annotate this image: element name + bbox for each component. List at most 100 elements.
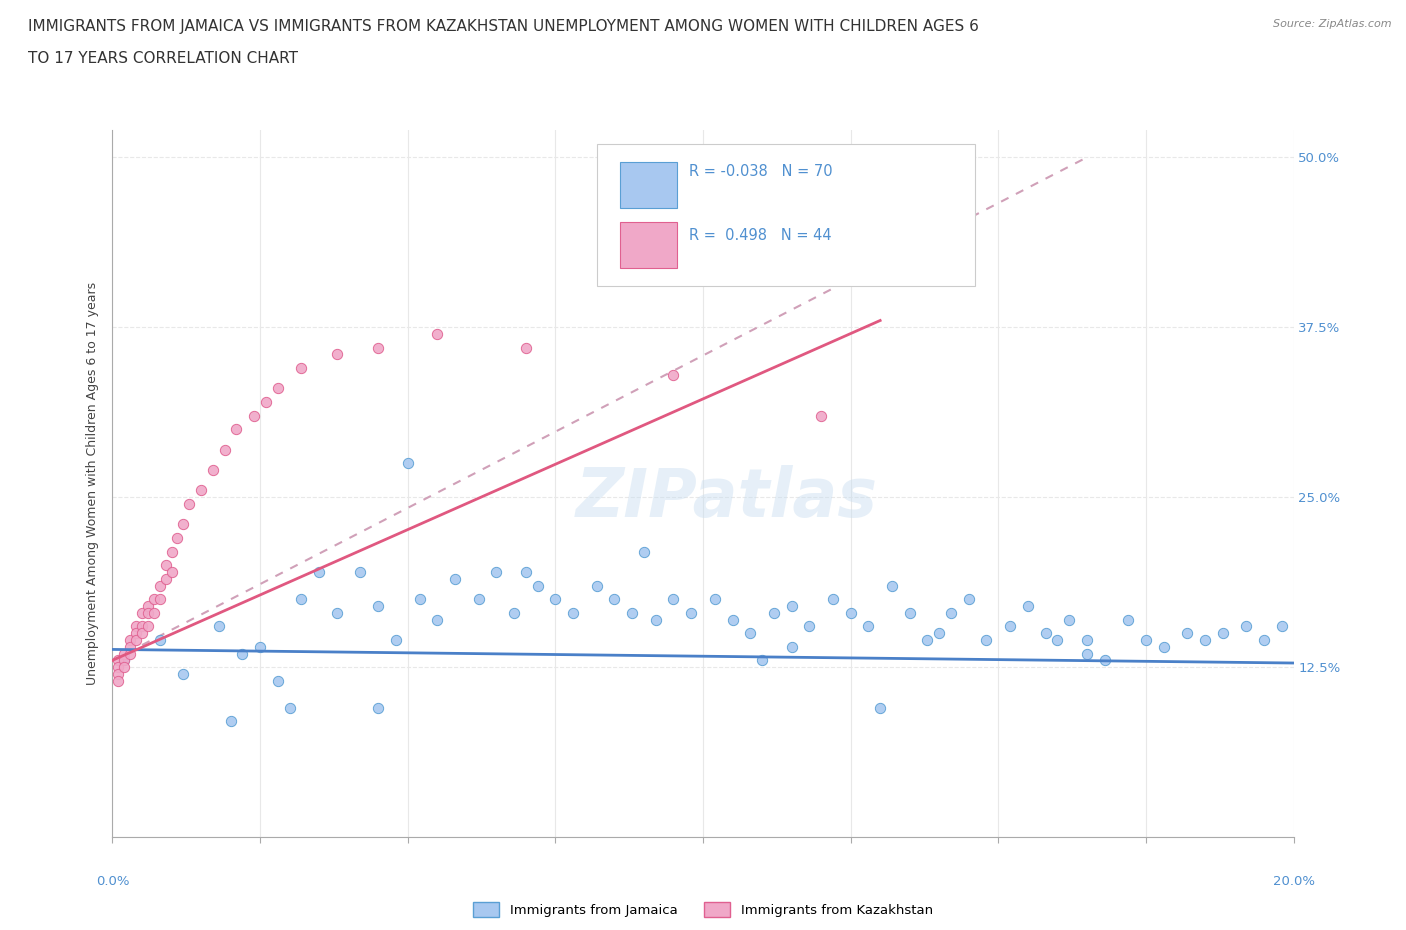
Point	[444, 571, 467, 586]
Point	[225, 422, 247, 437]
Point	[1076, 646, 1098, 661]
Point	[367, 340, 389, 355]
Point	[120, 646, 142, 661]
Point	[367, 700, 389, 715]
FancyBboxPatch shape	[620, 222, 678, 268]
Point	[633, 544, 655, 559]
Point	[939, 605, 962, 620]
Point	[799, 618, 821, 633]
FancyBboxPatch shape	[620, 162, 678, 208]
Point	[1046, 632, 1069, 647]
Point	[231, 646, 253, 661]
Point	[898, 605, 921, 620]
Point	[1035, 626, 1057, 641]
Point	[201, 462, 224, 477]
Point	[467, 591, 489, 606]
Point	[1017, 599, 1039, 614]
Point	[107, 673, 129, 688]
Point	[249, 639, 271, 654]
Point	[1076, 632, 1098, 647]
Point	[426, 612, 449, 627]
Point	[396, 456, 419, 471]
Point	[131, 605, 153, 620]
Point	[112, 646, 135, 661]
Point	[131, 626, 153, 641]
Point	[160, 565, 183, 579]
Y-axis label: Unemployment Among Women with Children Ages 6 to 17 years: Unemployment Among Women with Children A…	[86, 282, 100, 685]
Point	[219, 714, 242, 729]
Point	[267, 381, 290, 396]
Point	[503, 605, 526, 620]
Text: TO 17 YEARS CORRELATION CHART: TO 17 YEARS CORRELATION CHART	[28, 51, 298, 66]
Point	[1212, 626, 1234, 641]
Point	[125, 632, 148, 647]
Point	[125, 618, 148, 633]
Point	[112, 653, 135, 668]
Legend: Immigrants from Jamaica, Immigrants from Kazakhstan: Immigrants from Jamaica, Immigrants from…	[468, 897, 938, 923]
Point	[928, 626, 950, 641]
Point	[136, 599, 159, 614]
Point	[131, 618, 153, 633]
Point	[190, 483, 212, 498]
Point	[762, 605, 785, 620]
Point	[290, 361, 312, 376]
FancyBboxPatch shape	[596, 144, 974, 286]
Point	[751, 653, 773, 668]
Point	[662, 591, 685, 606]
Point	[681, 605, 703, 620]
Point	[179, 497, 201, 512]
Point	[740, 626, 762, 641]
Point	[120, 632, 142, 647]
Point	[1094, 653, 1116, 668]
Point	[1135, 632, 1157, 647]
Point	[1253, 632, 1275, 647]
Point	[917, 632, 939, 647]
Point	[349, 565, 371, 579]
Point	[957, 591, 980, 606]
Point	[780, 639, 803, 654]
Point	[160, 544, 183, 559]
Point	[485, 565, 508, 579]
Point	[869, 700, 891, 715]
Point	[208, 618, 231, 633]
Point	[136, 605, 159, 620]
Point	[1194, 632, 1216, 647]
Point	[703, 591, 725, 606]
Text: R = -0.038   N = 70: R = -0.038 N = 70	[689, 164, 832, 179]
Point	[526, 578, 548, 593]
Point	[585, 578, 607, 593]
Point	[839, 605, 862, 620]
Point	[1057, 612, 1080, 627]
Point	[243, 408, 266, 423]
Point	[107, 653, 129, 668]
Point	[254, 394, 277, 409]
Point	[515, 340, 537, 355]
Text: IMMIGRANTS FROM JAMAICA VS IMMIGRANTS FROM KAZAKHSTAN UNEMPLOYMENT AMONG WOMEN W: IMMIGRANTS FROM JAMAICA VS IMMIGRANTS FR…	[28, 19, 979, 33]
Point	[112, 653, 135, 668]
Point	[136, 618, 159, 633]
Point	[125, 626, 148, 641]
Text: Source: ZipAtlas.com: Source: ZipAtlas.com	[1274, 19, 1392, 29]
Point	[621, 605, 644, 620]
Point	[290, 591, 312, 606]
Point	[112, 659, 135, 674]
Point	[408, 591, 430, 606]
Point	[998, 618, 1021, 633]
Point	[367, 599, 389, 614]
Point	[880, 578, 903, 593]
Text: ZIPatlas: ZIPatlas	[575, 465, 877, 531]
Point	[644, 612, 666, 627]
Point	[267, 673, 290, 688]
Point	[107, 667, 129, 682]
Point	[1271, 618, 1294, 633]
Point	[155, 558, 177, 573]
Point	[308, 565, 330, 579]
Point	[1234, 618, 1257, 633]
Point	[149, 591, 172, 606]
Point	[149, 632, 172, 647]
Point	[107, 659, 129, 674]
Point	[603, 591, 626, 606]
Text: R =  0.498   N = 44: R = 0.498 N = 44	[689, 228, 831, 243]
Point	[426, 326, 449, 341]
Point	[142, 591, 165, 606]
